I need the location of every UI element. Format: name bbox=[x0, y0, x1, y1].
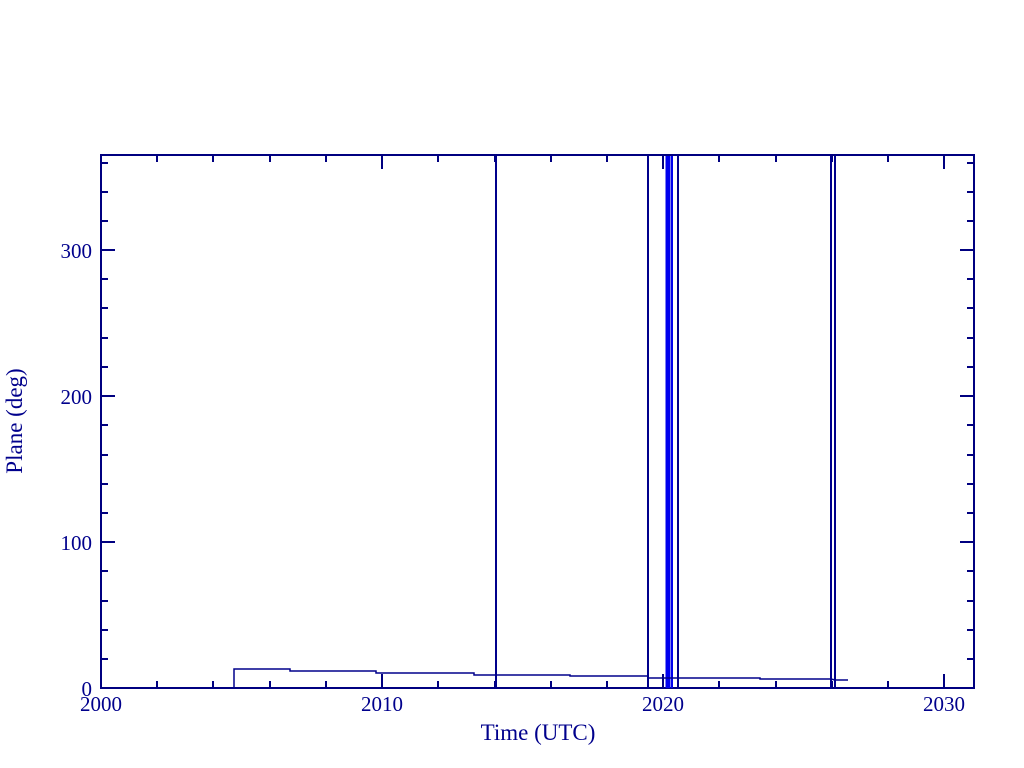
x-tick-label-2030: 2030 bbox=[923, 692, 965, 716]
series-spikes bbox=[495, 156, 836, 688]
y-axis-right-major-ticks bbox=[960, 249, 974, 689]
x-axis-top-minor-ticks bbox=[156, 155, 889, 162]
series-baseline bbox=[233, 668, 848, 688]
y-tick-label-100: 100 bbox=[61, 531, 93, 555]
y-tick-label-300: 300 bbox=[61, 239, 93, 263]
x-axis-title: Time (UTC) bbox=[481, 720, 596, 745]
y-axis-major-ticks bbox=[101, 249, 115, 689]
x-tick-labels: 2000 2010 2020 2030 bbox=[80, 692, 965, 716]
x-tick-label-2010: 2010 bbox=[361, 692, 403, 716]
y-tick-label-200: 200 bbox=[61, 385, 93, 409]
x-axis-minor-ticks bbox=[156, 681, 889, 688]
y-axis-title: Plane (deg) bbox=[2, 368, 27, 473]
x-axis-major-ticks bbox=[100, 674, 945, 688]
y-axis-minor-ticks bbox=[101, 162, 108, 660]
plot-frame bbox=[100, 154, 975, 689]
y-tick-labels: 0 100 200 300 bbox=[61, 239, 93, 701]
x-tick-label-2000: 2000 bbox=[80, 692, 122, 716]
y-tick-label-0: 0 bbox=[82, 677, 93, 701]
y-axis-right-minor-ticks bbox=[967, 162, 974, 660]
x-tick-label-2020: 2020 bbox=[642, 692, 684, 716]
x-axis-top-major-ticks bbox=[100, 155, 945, 169]
